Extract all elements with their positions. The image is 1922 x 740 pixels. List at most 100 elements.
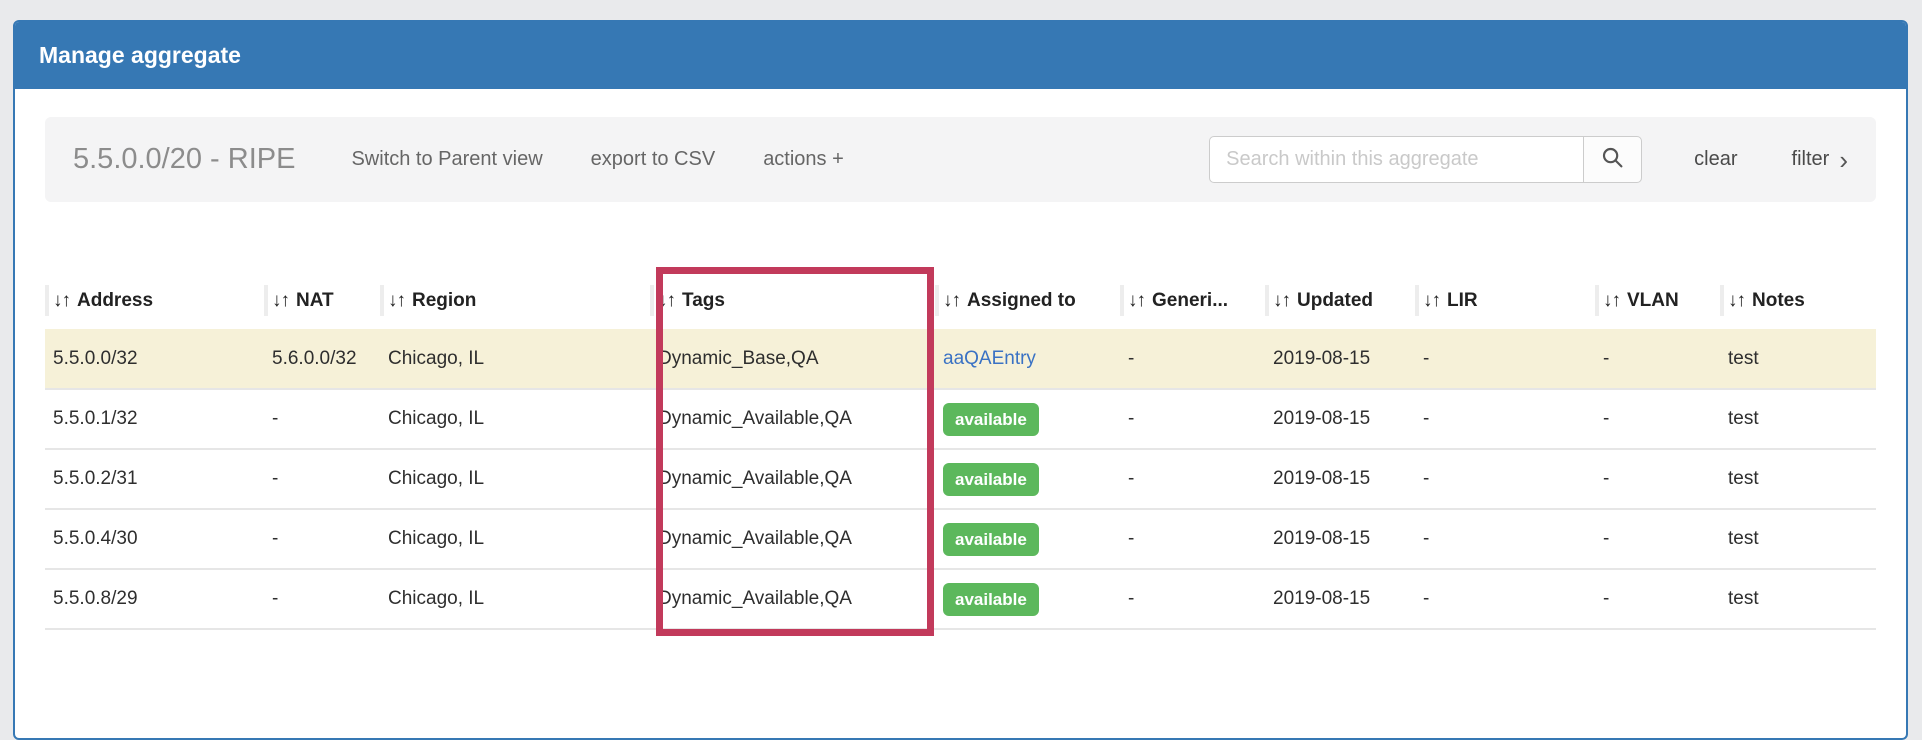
cell-generic: - (1120, 388, 1265, 449)
filter-link[interactable]: filter › (1791, 144, 1848, 175)
aggregate-toolbar: 5.5.0.0/20 - RIPE Switch to Parent view … (45, 117, 1876, 202)
cell-lir: - (1415, 568, 1595, 630)
aggregate-label: 5.5.0.0/20 - RIPE (73, 143, 296, 175)
cell-address: 5.5.0.4/30 (45, 508, 264, 569)
search-input[interactable] (1209, 136, 1585, 183)
cell-tags: Dynamic_Available,QA (650, 508, 935, 569)
search-icon (1601, 146, 1625, 173)
cell-vlan: - (1595, 448, 1720, 509)
cell-address: 5.5.0.2/31 (45, 448, 264, 509)
cell-lir: - (1415, 448, 1595, 509)
cell-region: Chicago, IL (380, 329, 650, 389)
sort-icon: ↓↑ (53, 289, 71, 311)
cell-assigned_to: aaQAEntry (935, 329, 1120, 389)
table-row: 5.5.0.4/30 - Chicago, IL Dynamic_Available,… (45, 508, 1876, 569)
cell-updated: 2019-08-15 (1265, 388, 1415, 449)
column-header-label: Notes (1752, 289, 1805, 311)
cell-region: Chicago, IL (380, 568, 650, 630)
available-status-badge: available (943, 462, 1039, 496)
cell-region: Chicago, IL (380, 508, 650, 569)
cell-updated: 2019-08-15 (1265, 508, 1415, 569)
table-row: 5.5.0.1/32- Chicago, IL Dynamic_Available,… (45, 388, 1876, 449)
cell-tags: Dynamic_Available,QA (650, 568, 935, 630)
table-row: 5.5.0.2/31- Chicago, IL Dynamic_Available,… (45, 448, 1876, 509)
search-group (1209, 136, 1643, 183)
column-header-generic[interactable]: ↓↑ Generi... (1120, 272, 1265, 329)
cell-vlan: - (1595, 508, 1720, 569)
cell-vlan: - (1595, 388, 1720, 449)
column-header-assigned_to[interactable]: ↓↑ Assigned to (935, 272, 1120, 329)
clear-link[interactable]: clear (1694, 148, 1738, 170)
cell-notes: test (1720, 329, 1876, 389)
cell-lir: - (1415, 388, 1595, 449)
column-header-updated[interactable]: ↓↑ Updated (1265, 272, 1415, 329)
cell-region: Chicago, IL (380, 448, 650, 509)
cell-generic: - (1120, 448, 1265, 509)
cell-assigned_to: available (935, 448, 1120, 509)
column-header-label: Address (77, 289, 154, 311)
panel-title: Manage aggregate (15, 22, 1906, 89)
aggregate-table: ↓↑ Address ↓↑ NAT ↓↑ Region ↓↑ Tags ↓↑ Assigned t… (45, 272, 1876, 630)
sort-icon: ↓↑ (1423, 289, 1441, 311)
column-header-label: Updated (1297, 289, 1373, 311)
cell-updated: 2019-08-15 (1265, 448, 1415, 509)
sort-icon: ↓↑ (1128, 289, 1146, 311)
column-header-vlan[interactable]: ↓↑ VLAN (1595, 272, 1720, 329)
cell-nat: - (264, 388, 380, 449)
cell-notes: test (1720, 448, 1876, 509)
column-header-nat[interactable]: ↓↑ NAT (264, 272, 380, 329)
cell-nat: 5.6.0.0/32 (264, 329, 380, 389)
cell-assigned_to: available (935, 508, 1120, 569)
available-status-badge: available (943, 582, 1039, 616)
column-header-lir[interactable]: ↓↑ LIR (1415, 272, 1595, 329)
assigned-entry-link[interactable]: aaQAEntry (943, 347, 1036, 369)
cell-address: 5.5.0.8/29 (45, 568, 264, 630)
cell-updated: 2019-08-15 (1265, 568, 1415, 630)
actions-dropdown[interactable]: actions + (763, 148, 844, 170)
cell-notes: test (1720, 508, 1876, 569)
panel-body: 5.5.0.0/20 - RIPE Switch to Parent view … (15, 89, 1906, 658)
cell-tags: Dynamic_Base,QA (650, 329, 935, 389)
column-header-label: Region (412, 289, 477, 311)
cell-notes: test (1720, 388, 1876, 449)
column-header-tags[interactable]: ↓↑ Tags (650, 272, 935, 329)
sort-icon: ↓↑ (1728, 289, 1746, 311)
cell-region: Chicago, IL (380, 388, 650, 449)
filter-link-label: filter (1791, 148, 1830, 170)
cell-generic: - (1120, 508, 1265, 569)
cell-address: 5.5.0.1/32 (45, 388, 264, 449)
export-csv-link[interactable]: export to CSV (590, 148, 716, 170)
cell-assigned_to: available (935, 568, 1120, 630)
sort-icon: ↓↑ (1273, 289, 1291, 311)
table-row: 5.5.0.0/32 5.6.0.0/32 Chicago, IL Dynamic_B… (45, 329, 1876, 389)
cell-notes: test (1720, 568, 1876, 630)
column-header-label: Assigned to (967, 289, 1076, 311)
cell-tags: Dynamic_Available,QA (650, 388, 935, 449)
column-header-notes[interactable]: ↓↑ Notes (1720, 272, 1876, 329)
available-status-badge: available (943, 522, 1039, 556)
chevron-right-icon: › (1839, 144, 1848, 175)
table-header-row: ↓↑ Address ↓↑ NAT ↓↑ Region ↓↑ Tags ↓↑ Assigned t… (45, 272, 1876, 329)
column-header-label: Generi... (1152, 289, 1229, 311)
sort-icon: ↓↑ (1603, 289, 1621, 311)
column-header-region[interactable]: ↓↑ Region (380, 272, 650, 329)
sort-icon: ↓↑ (272, 289, 290, 311)
sort-icon: ↓↑ (658, 289, 676, 311)
cell-generic: - (1120, 329, 1265, 389)
cell-nat: - (264, 448, 380, 509)
cell-assigned_to: available (935, 388, 1120, 449)
column-header-label: Tags (682, 289, 725, 311)
search-button[interactable] (1583, 136, 1643, 183)
switch-parent-view-link[interactable]: Switch to Parent view (351, 148, 543, 170)
sort-icon: ↓↑ (388, 289, 406, 311)
cell-address: 5.5.0.0/32 (45, 329, 264, 389)
column-header-address[interactable]: ↓↑ Address (45, 272, 264, 329)
cell-nat: - (264, 568, 380, 630)
column-header-label: LIR (1447, 289, 1478, 311)
cell-tags: Dynamic_Available,QA (650, 448, 935, 509)
cell-lir: - (1415, 329, 1595, 389)
cell-vlan: - (1595, 329, 1720, 389)
manage-aggregate-panel: Manage aggregate 5.5.0.0/20 - RIPE Switc… (13, 20, 1908, 740)
column-header-label: NAT (296, 289, 334, 311)
cell-generic: - (1120, 568, 1265, 630)
